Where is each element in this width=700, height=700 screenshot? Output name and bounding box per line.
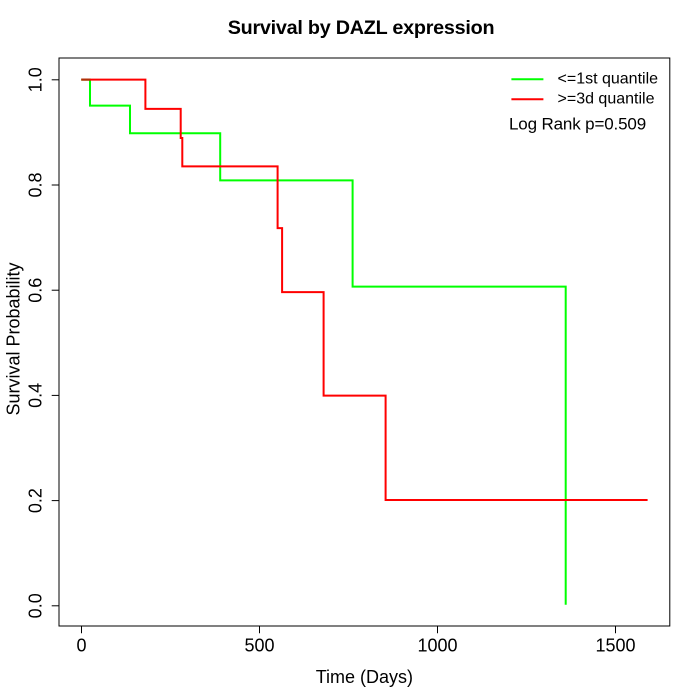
svg-text:1.0: 1.0 bbox=[25, 67, 45, 92]
svg-text:1000: 1000 bbox=[417, 636, 457, 656]
svg-text:500: 500 bbox=[244, 636, 274, 656]
svg-text:0.4: 0.4 bbox=[25, 383, 45, 408]
svg-text:1500: 1500 bbox=[595, 636, 635, 656]
svg-text:0.0: 0.0 bbox=[25, 593, 45, 618]
svg-text:0.6: 0.6 bbox=[25, 278, 45, 303]
svg-text:0.8: 0.8 bbox=[25, 172, 45, 197]
svg-text:0.2: 0.2 bbox=[25, 488, 45, 513]
svg-text:Time (Days): Time (Days) bbox=[316, 667, 413, 687]
svg-text:Survival by DAZL expression: Survival by DAZL expression bbox=[228, 17, 495, 39]
svg-text:0: 0 bbox=[76, 636, 86, 656]
svg-text:Log Rank p=0.509: Log Rank p=0.509 bbox=[509, 114, 646, 133]
svg-text:>=3d quantile: >=3d quantile bbox=[558, 90, 655, 107]
svg-text:<=1st quantile: <=1st quantile bbox=[558, 71, 659, 88]
svg-text:Survival Probability: Survival Probability bbox=[4, 262, 24, 415]
